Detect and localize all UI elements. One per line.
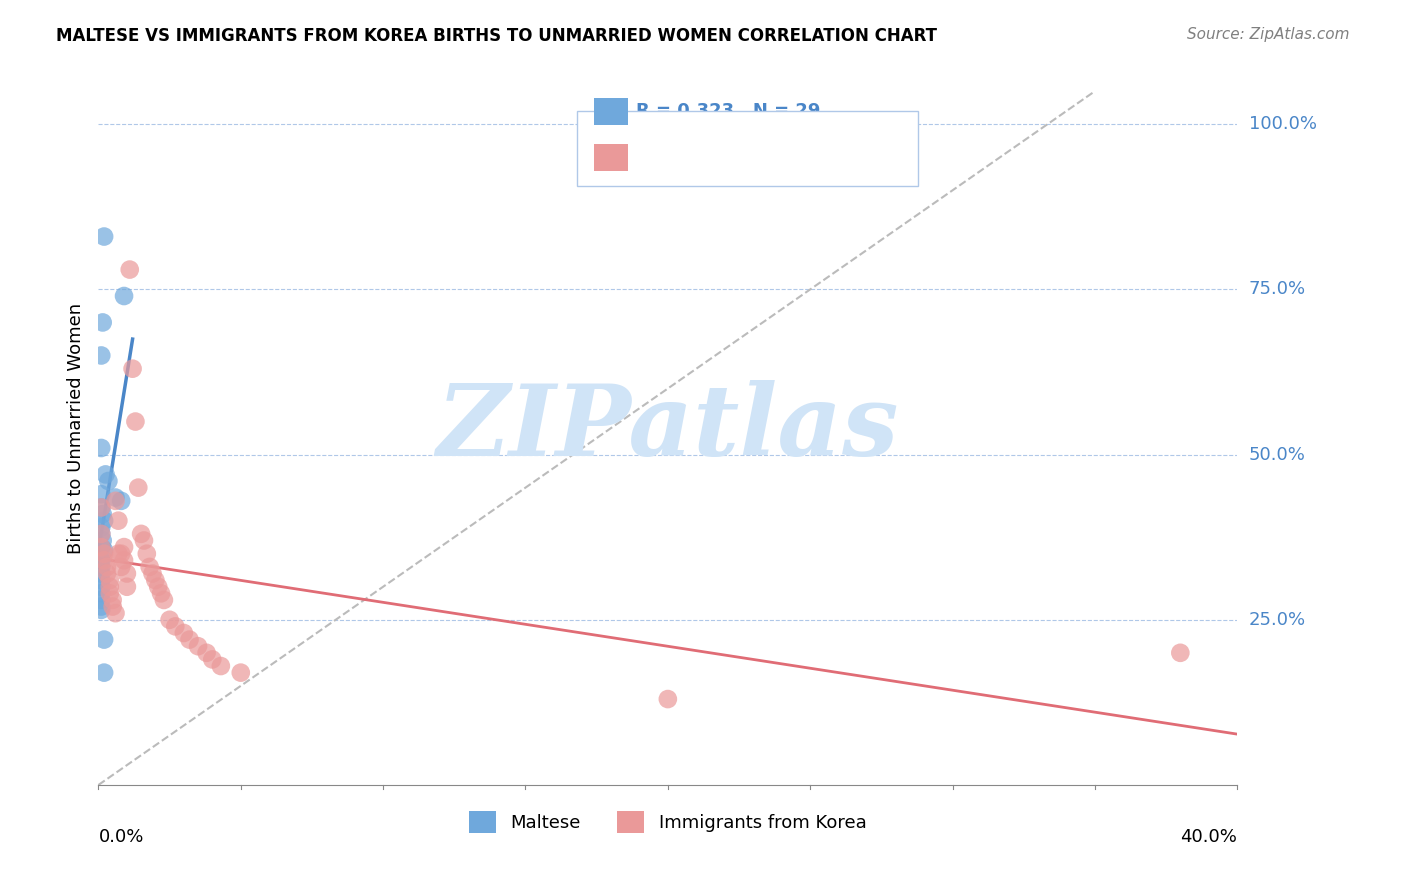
Point: [90, 599, 112, 614]
Point: [96, 560, 118, 574]
Point: [124, 415, 146, 429]
Point: [129, 527, 152, 541]
Point: [90, 540, 112, 554]
Point: [135, 547, 157, 561]
Point: [90, 500, 112, 515]
Point: [110, 493, 132, 508]
Point: [93, 632, 115, 647]
Point: [93, 553, 115, 567]
Text: 50.0%: 50.0%: [1249, 446, 1306, 464]
Point: [195, 646, 218, 660]
Point: [91, 533, 114, 548]
Bar: [593, 145, 628, 171]
Point: [96, 566, 118, 581]
Bar: [593, 98, 628, 125]
Point: [94, 467, 117, 482]
Text: 40.0%: 40.0%: [1181, 828, 1237, 846]
Point: [90, 603, 112, 617]
Point: [159, 613, 181, 627]
Point: [201, 652, 224, 666]
Point: [90, 527, 112, 541]
Point: [90, 573, 112, 587]
Point: [107, 514, 129, 528]
Point: [91, 315, 114, 329]
Point: [121, 361, 143, 376]
Point: [90, 487, 112, 501]
Point: [107, 547, 129, 561]
Point: [127, 481, 149, 495]
Text: Source: ZipAtlas.com: Source: ZipAtlas.com: [1187, 27, 1350, 42]
Point: [657, 692, 679, 706]
Point: [148, 580, 170, 594]
Point: [93, 665, 115, 680]
Point: [115, 566, 138, 581]
Point: [132, 533, 155, 548]
Point: [104, 493, 127, 508]
Point: [112, 540, 135, 554]
Point: [1170, 646, 1192, 660]
Y-axis label: Births to Unmarried Women: Births to Unmarried Women: [66, 302, 84, 554]
Point: [179, 632, 201, 647]
Legend: Maltese, Immigrants from Korea: Maltese, Immigrants from Korea: [463, 804, 873, 840]
Point: [150, 586, 173, 600]
Point: [90, 349, 112, 363]
Point: [104, 606, 127, 620]
Text: 75.0%: 75.0%: [1249, 280, 1306, 299]
Point: [90, 566, 112, 581]
Point: [93, 547, 115, 561]
Point: [118, 262, 141, 277]
Point: [90, 560, 112, 574]
Point: [98, 580, 121, 594]
Point: [187, 639, 209, 653]
Text: 100.0%: 100.0%: [1249, 115, 1316, 133]
Text: ZIPatlas: ZIPatlas: [437, 380, 898, 476]
Point: [101, 593, 124, 607]
Point: [93, 514, 115, 528]
Point: [112, 553, 135, 567]
Point: [101, 599, 124, 614]
Point: [98, 586, 121, 600]
Text: R = 0.323   N = 29: R = 0.323 N = 29: [636, 103, 820, 120]
Text: MALTESE VS IMMIGRANTS FROM KOREA BIRTHS TO UNMARRIED WOMEN CORRELATION CHART: MALTESE VS IMMIGRANTS FROM KOREA BIRTHS …: [56, 27, 938, 45]
Point: [209, 659, 232, 673]
Point: [104, 491, 127, 505]
Point: [145, 573, 167, 587]
Point: [138, 560, 160, 574]
Point: [90, 527, 112, 541]
Point: [90, 580, 112, 594]
Point: [91, 507, 114, 521]
Point: [141, 566, 163, 581]
Text: 25.0%: 25.0%: [1249, 611, 1306, 629]
Point: [153, 593, 176, 607]
Point: [90, 540, 112, 554]
Point: [90, 500, 112, 515]
Point: [115, 580, 138, 594]
Point: [98, 573, 121, 587]
Point: [110, 560, 132, 574]
Point: [229, 665, 252, 680]
Point: [90, 441, 112, 455]
Point: [90, 520, 112, 534]
Text: R = 0.038   N = 46: R = 0.038 N = 46: [636, 149, 821, 167]
Point: [173, 626, 195, 640]
Bar: [576, 111, 918, 186]
Point: [165, 619, 187, 633]
Point: [97, 474, 120, 488]
Point: [110, 547, 132, 561]
Point: [90, 586, 112, 600]
Point: [93, 229, 115, 244]
Point: [90, 553, 112, 567]
Point: [112, 289, 135, 303]
Point: [93, 543, 115, 558]
Text: 0.0%: 0.0%: [98, 828, 143, 846]
Point: [90, 593, 112, 607]
